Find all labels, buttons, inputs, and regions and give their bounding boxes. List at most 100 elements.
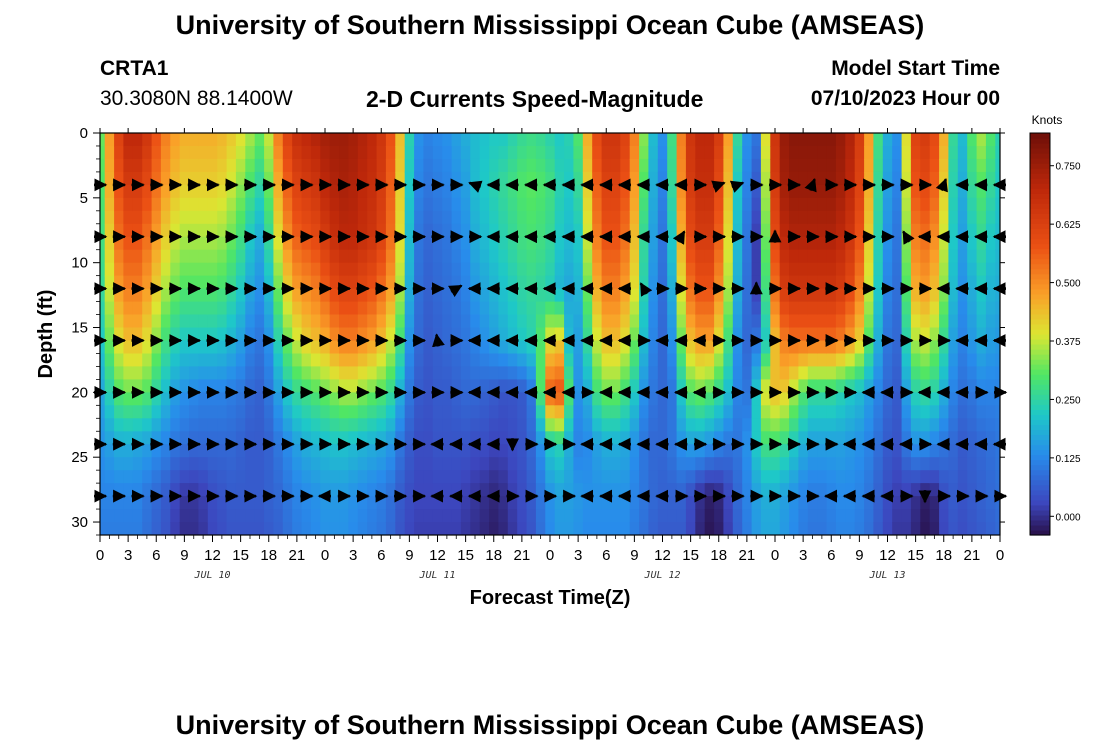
heat-cell	[685, 457, 696, 471]
heat-cell	[189, 223, 200, 238]
colorbar-segment	[1030, 288, 1050, 295]
heat-cell	[310, 366, 321, 380]
heat-cell	[142, 197, 153, 212]
heat-cell	[329, 133, 340, 147]
heat-cell	[639, 522, 650, 535]
heat-cell	[189, 275, 200, 290]
heat-cell	[873, 171, 884, 186]
heat-cell	[151, 249, 162, 264]
heat-cell	[207, 418, 218, 432]
heat-cell	[404, 327, 415, 342]
heat-cell	[479, 133, 490, 147]
heat-cell	[976, 301, 987, 316]
heat-cell	[442, 146, 453, 160]
heat-cell	[189, 366, 200, 380]
heat-cell	[751, 223, 762, 238]
heat-cell	[329, 288, 340, 303]
heat-cell	[273, 223, 284, 238]
heat-cell	[498, 496, 509, 510]
heat-cell	[948, 509, 959, 523]
heat-cell	[976, 470, 987, 484]
heat-cell	[226, 470, 237, 484]
heat-cell	[376, 210, 387, 225]
colorbar-segment	[1030, 344, 1050, 350]
heat-cell	[901, 496, 912, 510]
heat-cell	[395, 249, 406, 264]
heat-cell	[985, 249, 996, 264]
heat-cell	[948, 275, 959, 290]
heat-cell	[639, 379, 650, 393]
heat-cell	[367, 146, 378, 160]
heat-cell	[948, 262, 959, 277]
heat-cell	[798, 197, 809, 212]
heat-cell	[864, 236, 875, 251]
heat-cell	[535, 146, 546, 160]
heat-cell	[339, 236, 350, 251]
heat-cell	[554, 146, 565, 160]
heat-cell	[460, 353, 471, 368]
heat-cell	[489, 483, 500, 497]
heat-cell	[432, 288, 443, 303]
heat-cell	[535, 158, 546, 173]
heat-cell	[198, 249, 209, 264]
heat-cell	[404, 379, 415, 393]
heat-cell	[320, 158, 331, 173]
x-tick-label: 15	[457, 547, 474, 564]
heat-cell	[189, 509, 200, 523]
heat-cell	[648, 366, 659, 380]
heat-cell	[123, 444, 134, 458]
heat-cell	[535, 392, 546, 406]
heat-cell	[601, 223, 612, 238]
heat-cell	[423, 223, 434, 238]
heat-cell	[189, 470, 200, 484]
heat-cell	[732, 314, 743, 329]
heat-cell	[526, 379, 537, 393]
heat-cell	[845, 418, 856, 432]
heat-cell	[460, 288, 471, 303]
heat-cell	[470, 327, 481, 342]
heat-cell	[517, 236, 528, 251]
heat-cell	[657, 431, 668, 445]
heat-cell	[817, 262, 828, 277]
heat-cell	[385, 262, 396, 277]
heat-cell	[789, 444, 800, 458]
heat-cell	[939, 457, 950, 471]
heat-cell	[423, 353, 434, 368]
station-id: CRTA1	[100, 57, 169, 80]
heat-cell	[301, 522, 312, 535]
heat-cell	[657, 509, 668, 523]
heat-cell	[592, 327, 603, 342]
heat-cell	[189, 379, 200, 393]
heat-cell	[479, 184, 490, 199]
heat-cell	[714, 146, 725, 160]
heat-cell	[470, 444, 481, 458]
heat-cell	[582, 236, 593, 251]
heat-cell	[873, 262, 884, 277]
heat-cell	[226, 457, 237, 471]
heat-cell	[667, 223, 678, 238]
heat-cell	[732, 457, 743, 471]
heat-cell	[498, 483, 509, 497]
current-vector-arrow	[448, 284, 463, 298]
heat-cell	[339, 197, 350, 212]
heat-cell	[648, 197, 659, 212]
heat-cell	[151, 392, 162, 406]
heat-cell	[967, 496, 978, 510]
heat-cell	[864, 223, 875, 238]
x-tick-label: 12	[654, 547, 671, 564]
heat-cell	[507, 249, 518, 264]
heat-cell	[160, 262, 171, 277]
heat-cell	[667, 301, 678, 316]
heat-cell	[882, 184, 893, 199]
heat-cell	[142, 158, 153, 173]
heat-cell	[882, 522, 893, 535]
heat-cell	[873, 146, 884, 160]
heat-cell	[160, 210, 171, 225]
heat-cell	[854, 522, 865, 535]
x-tick-label: 3	[124, 547, 132, 564]
heat-cell	[910, 366, 921, 380]
heat-cell	[995, 236, 1000, 251]
heat-cell	[404, 444, 415, 458]
heat-cell	[179, 431, 190, 445]
heat-cell	[385, 522, 396, 535]
